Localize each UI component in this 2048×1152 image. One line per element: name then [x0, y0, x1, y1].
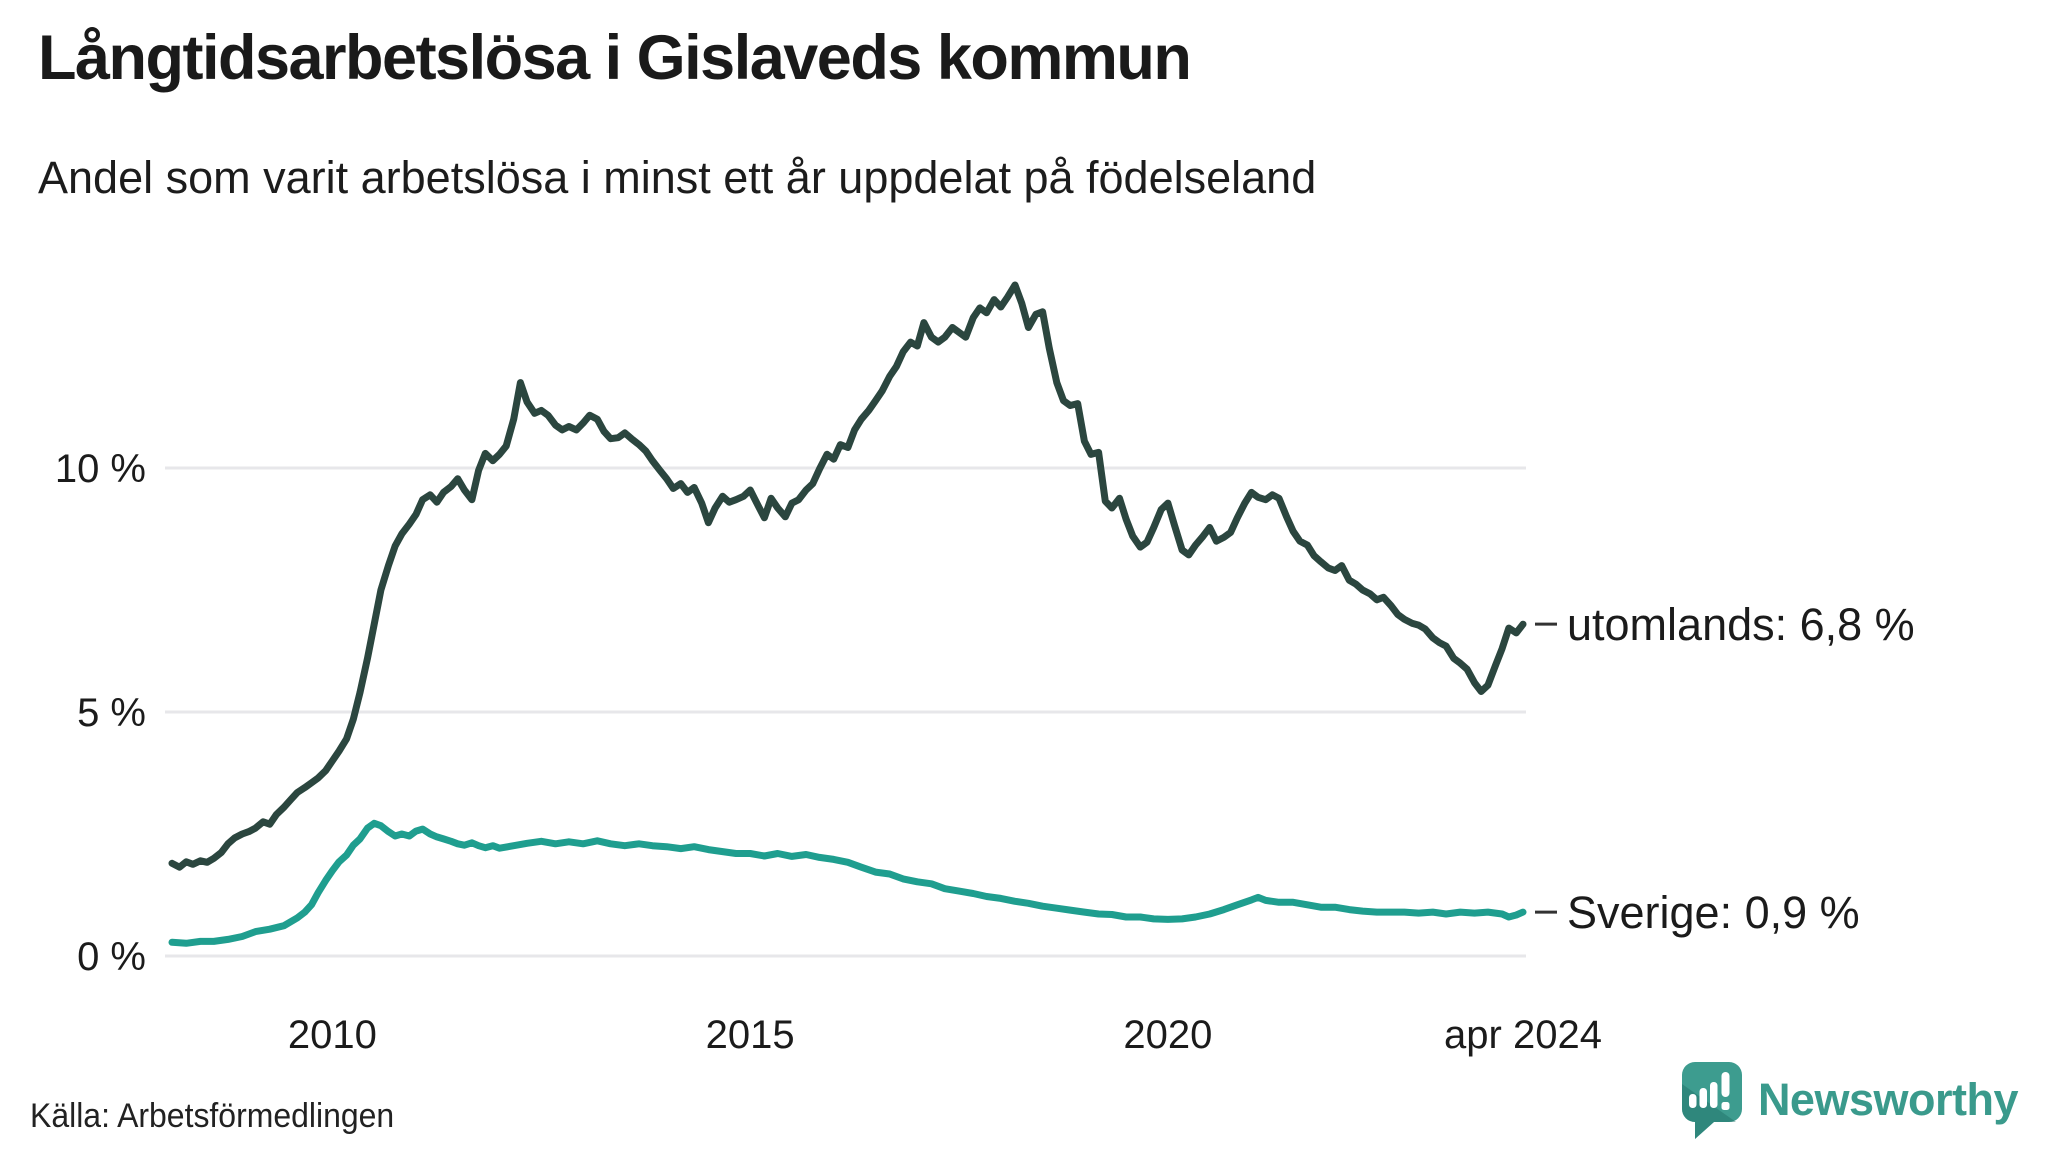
series-line-utomlands: [168, 281, 1527, 871]
x-axis-label-2015: 2015: [706, 1013, 795, 1057]
page-title: Långtidsarbetslösa i Gislaveds kommun: [38, 23, 1192, 93]
brand-name: Newsworthy: [1757, 1074, 2019, 1125]
y-axis-label-10: 10 %: [55, 447, 146, 491]
annotation-label-sverige: Sverige: 0,9 %: [1567, 887, 1860, 938]
brand-logo: Newsworthy: [1680, 1060, 2019, 1140]
x-axis-label-2010: 2010: [288, 1013, 377, 1057]
series-line-sverige: [168, 819, 1527, 947]
chart-subtitle: Andel som varit arbetslösa i minst ett å…: [38, 152, 1317, 203]
y-axis-label-5: 5 %: [77, 691, 146, 735]
y-axis-label-0: 0 %: [77, 935, 146, 979]
source-note: Källa: Arbetsförmedlingen: [30, 1097, 395, 1135]
newsworthy-icon: [1681, 1062, 1742, 1139]
x-axis-label-2020: 2020: [1123, 1013, 1212, 1057]
x-axis-label-apr-2024: apr 2024: [1444, 1013, 1602, 1057]
annotation-label-utomlands: utomlands: 6,8 %: [1567, 599, 1915, 650]
